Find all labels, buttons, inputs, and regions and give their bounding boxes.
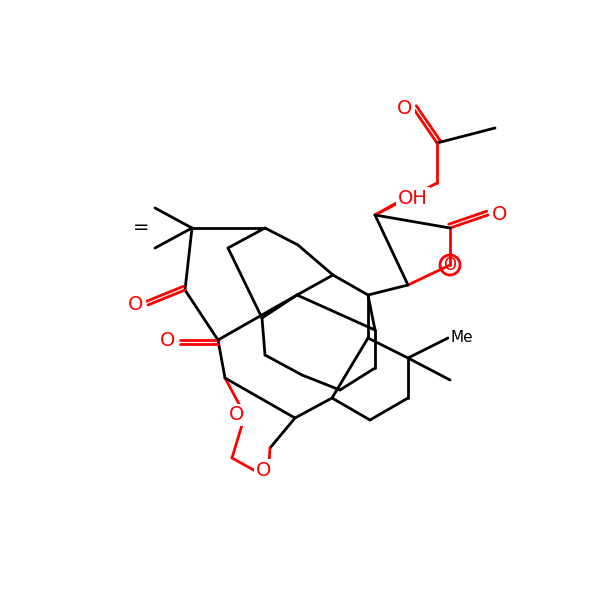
- Text: O: O: [493, 205, 508, 224]
- Text: O: O: [229, 406, 245, 425]
- Text: =: =: [133, 218, 149, 238]
- Text: O: O: [128, 295, 143, 314]
- Text: O: O: [397, 98, 413, 118]
- Text: O: O: [256, 461, 272, 479]
- Text: OH: OH: [398, 188, 428, 208]
- Text: O: O: [160, 331, 176, 349]
- Text: O: O: [443, 256, 457, 274]
- Circle shape: [440, 255, 460, 275]
- Text: Me: Me: [451, 331, 473, 346]
